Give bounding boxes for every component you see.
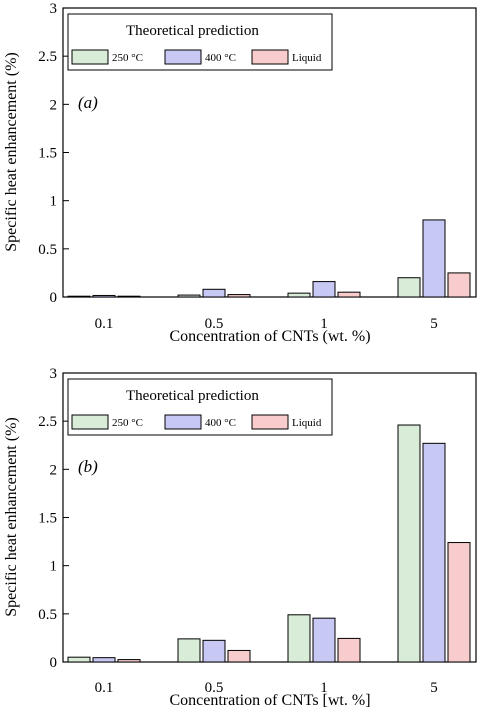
- bar-b-1-1: [202, 639, 226, 663]
- bar-a-3-0: [397, 277, 421, 298]
- y-tick-label: 3: [50, 366, 58, 382]
- y-tick-label: 3: [50, 1, 58, 17]
- bar-a-3-2: [447, 272, 471, 298]
- legend-title-b: Theoretical prediction: [126, 388, 259, 404]
- x-tick-label: 0.1: [95, 316, 114, 332]
- y-ticks-a: 0 0.5 1 1.5 2 2.5 3: [38, 1, 69, 306]
- x-ticks-b: 0.1 0.5 1 5: [95, 680, 438, 696]
- x-tick-label: 0.1: [95, 680, 114, 696]
- y-tick-label: 2.5: [38, 49, 57, 65]
- x-axis-label-b: Concentration of CNTs [wt. %]: [169, 692, 370, 709]
- legend-swatch-a-250: [71, 49, 109, 65]
- chart-panel-b: 0 0.5 1 1.5 2 2.5 3 0.1 0.5 1 5 (b) Theoretical p…: [3, 366, 477, 709]
- y-tick-label: 0: [50, 290, 58, 306]
- y-tick-label: 1.5: [38, 146, 57, 162]
- bar-b-1-0: [177, 638, 201, 663]
- x-tick-label: 1: [320, 316, 328, 332]
- bar-a-2-1: [312, 281, 336, 298]
- legend-swatch-a-liquid: [251, 49, 289, 65]
- legend-label-b-400: 400 °C: [205, 417, 236, 429]
- x-axis-label-a: Concentration of CNTs (wt. %): [169, 328, 370, 345]
- legend-b: Theoretical prediction 250 °C 400 °C Liq…: [67, 378, 333, 436]
- bar-b-2-2: [337, 637, 361, 663]
- legend-label-b-liquid: Liquid: [292, 417, 322, 429]
- legend-swatch-b-liquid: [251, 414, 289, 430]
- y-ticks-b: 0 0.5 1 1.5 2 2.5 3: [38, 366, 69, 671]
- legend-label-a-250: 250 °C: [112, 52, 143, 64]
- bar-a-0-0: [67, 295, 91, 298]
- y-tick-label: 1: [50, 194, 58, 210]
- bar-a-0-1: [92, 294, 116, 298]
- x-tick-label: 5: [430, 680, 438, 696]
- y-tick-label: 0.5: [38, 242, 57, 258]
- y-axis-label-a: Specific heat enhancement (%): [3, 52, 20, 251]
- bar-b-3-1: [422, 442, 446, 663]
- y-tick-label: 1: [50, 559, 58, 575]
- bar-b-0-2: [117, 659, 141, 663]
- panel-label-a: (a): [78, 93, 98, 112]
- x-tick-label: 0.5: [205, 680, 224, 696]
- bar-b-3-2: [447, 542, 471, 663]
- bar-a-2-0: [287, 292, 311, 298]
- x-ticks-a: 0.1 0.5 1 5: [95, 316, 438, 332]
- legend-swatch-a-400: [164, 49, 202, 65]
- bar-b-2-1: [312, 617, 336, 663]
- legend-swatch-b-250: [71, 414, 109, 430]
- chart-panel-a: 0 0.5 1 1.5 2 2.5 3 0.1 0.5 1 5 (a) Theoretical p…: [3, 1, 477, 345]
- x-tick-label: 0.5: [205, 316, 224, 332]
- bar-b-0-0: [67, 656, 91, 663]
- legend-title-a: Theoretical prediction: [126, 23, 259, 39]
- legend-label-a-liquid: Liquid: [292, 52, 322, 64]
- y-tick-label: 0.5: [38, 607, 57, 623]
- y-tick-label: 1.5: [38, 511, 57, 527]
- panel-label-b: (b): [78, 457, 98, 476]
- x-tick-label: 1: [320, 680, 328, 696]
- bar-b-1-2: [227, 649, 251, 663]
- y-axis-label-b: Specific heat enhancement (%): [3, 417, 20, 616]
- y-tick-label: 2: [50, 462, 58, 478]
- legend-swatch-b-400: [164, 414, 202, 430]
- bars-b: [67, 424, 471, 663]
- bar-b-0-1: [92, 657, 116, 663]
- bar-b-3-0: [397, 424, 421, 663]
- bar-a-3-1: [422, 219, 446, 298]
- x-tick-label: 5: [430, 316, 438, 332]
- y-tick-label: 2.5: [38, 414, 57, 430]
- legend-label-a-400: 400 °C: [205, 52, 236, 64]
- bar-a-1-1: [202, 288, 226, 298]
- bar-b-2-0: [287, 614, 311, 663]
- legend-a: Theoretical prediction 250 °C 400 °C Liq…: [67, 13, 333, 71]
- bar-a-0-2: [117, 295, 141, 298]
- legend-label-b-250: 250 °C: [112, 417, 143, 429]
- bar-a-2-2: [337, 291, 361, 298]
- bar-a-1-0: [177, 294, 201, 298]
- bar-a-1-2: [227, 294, 251, 298]
- bars-a: [67, 219, 471, 298]
- y-tick-label: 2: [50, 97, 58, 113]
- y-tick-label: 0: [50, 655, 58, 671]
